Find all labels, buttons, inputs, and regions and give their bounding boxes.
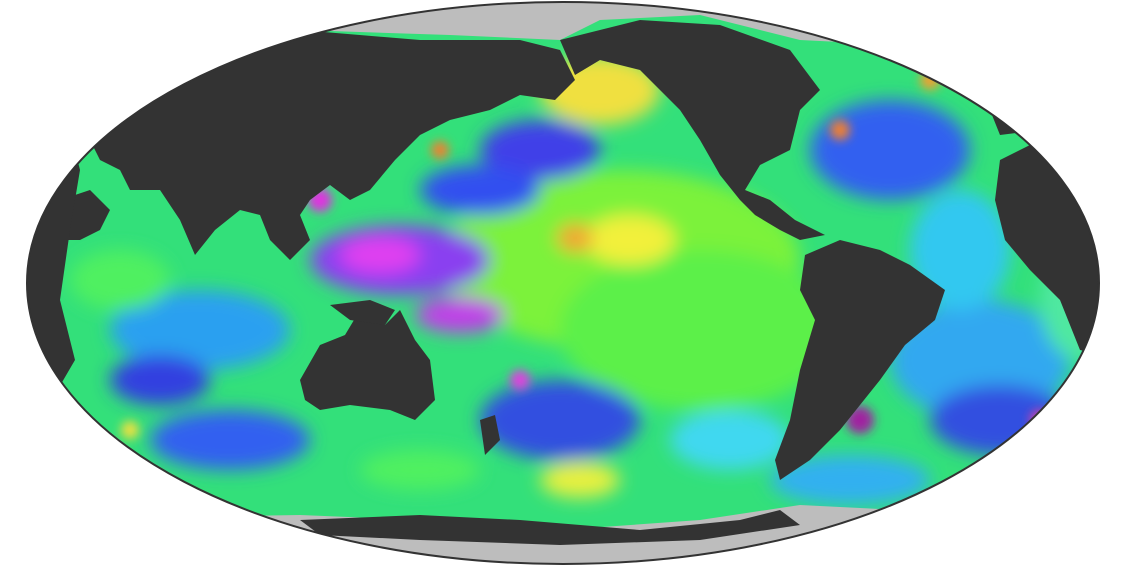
anomaly-spot [431,141,449,159]
anomaly-spot [510,370,530,390]
anomaly-spot [121,421,139,439]
north-america [560,20,825,240]
anomaly-blob [415,297,505,333]
anomaly-blob [557,224,593,252]
anomaly-blob [420,165,540,215]
anomaly-blob [70,250,170,310]
anomaly-blob [810,100,970,200]
anomaly-blob [910,190,1010,310]
globe-outline [26,1,1100,565]
anomaly-blob [480,120,600,180]
anomaly-spot [830,120,850,140]
antarctica-land [300,510,800,545]
anomaly-blob [540,462,620,498]
new-zealand [480,415,500,455]
australia [300,310,435,420]
asia [90,30,575,260]
anomaly-blob [480,380,640,460]
anomaly-blob [585,215,675,265]
anomaly-blob [770,455,930,505]
africa [27,130,80,420]
anomaly-blob [110,290,290,370]
new-guinea [330,300,395,325]
anomaly-blob [670,410,790,470]
south-america [775,240,945,480]
anomaly-blob [150,410,310,470]
anomaly-blob [560,250,840,410]
anomaly-blob [340,237,420,273]
anomaly-blob [360,450,480,490]
anomaly-blob [110,355,210,405]
